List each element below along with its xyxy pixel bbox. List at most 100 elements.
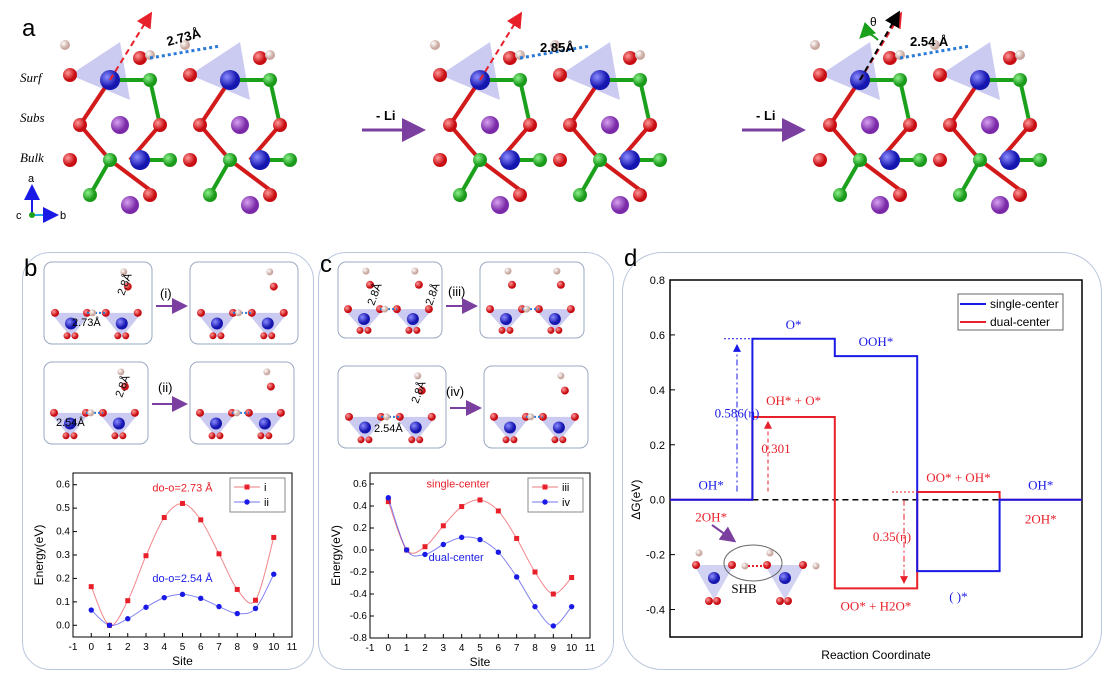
legend-label: iv — [562, 497, 570, 509]
oxygen-atom — [523, 118, 537, 132]
data-point-iv — [532, 603, 538, 610]
inset-b-distance-2: 2.73Å — [72, 316, 101, 329]
panel-b-insets — [43, 261, 299, 445]
data-point-iv — [403, 547, 410, 553]
dipole-arrow — [479, 11, 523, 81]
data-point-iii — [514, 535, 520, 541]
data-point-iv — [440, 541, 447, 548]
oxygen-atom — [133, 308, 142, 317]
structure-2 — [430, 11, 667, 214]
dipole-arrow — [109, 11, 153, 81]
bond — [108, 158, 152, 192]
oxygen-atom — [728, 561, 736, 569]
data-point-iv — [385, 495, 392, 501]
oxygen-atom — [433, 153, 447, 167]
coordination-polyhedron — [70, 42, 130, 100]
x-tick-label: 0 — [386, 643, 392, 654]
atom-green — [163, 153, 177, 167]
x-tick-label: 1 — [107, 642, 113, 653]
oxygen-atom — [713, 597, 721, 605]
lithium-atom — [611, 196, 629, 214]
panel-c-frame — [318, 252, 614, 670]
oxygen-atom — [130, 408, 139, 417]
distance-label-3: 2.54 Å — [910, 34, 949, 49]
hydrogen-atom — [504, 267, 512, 275]
oxygen-atom — [123, 282, 132, 291]
oxygen-atom — [1003, 51, 1017, 65]
layer-label-surf: Surf — [20, 70, 44, 85]
hydrogen-atom — [810, 40, 820, 50]
atom-green — [533, 153, 547, 167]
data-point-iii — [550, 591, 556, 597]
inset-c-distance-4: 2.54Å — [374, 422, 403, 435]
data-point-ii — [125, 616, 131, 622]
step-label-iii: (iii) — [448, 284, 465, 299]
oxygen-atom — [133, 51, 147, 65]
lithium-atom — [111, 116, 129, 134]
atom-green — [913, 153, 927, 167]
state-label: 2OH* — [695, 510, 727, 525]
oxygen-atom — [63, 332, 71, 340]
lithium-atom — [491, 196, 509, 214]
data-point-iii — [495, 508, 501, 514]
data-point-ii — [252, 605, 259, 612]
bond — [518, 79, 532, 126]
axis-label-b: b — [60, 210, 66, 222]
hydrogen-atom — [895, 50, 905, 60]
oxygen-atom — [883, 51, 897, 65]
atom-green — [893, 73, 907, 87]
data-point-iv — [550, 623, 557, 629]
state-label: ( )* — [949, 589, 967, 604]
oxygen-atom — [414, 280, 423, 289]
hydrogen-atom — [523, 305, 531, 313]
oxygen-atom — [395, 412, 404, 421]
hydrogen-atom — [235, 309, 243, 317]
hydrogen-atom — [430, 40, 440, 50]
oxygen-atom — [183, 153, 197, 167]
oxygen-atom — [705, 597, 713, 605]
oxygen-atom — [344, 305, 352, 314]
hydrogen-atom — [550, 40, 560, 50]
legend-box — [957, 293, 1064, 331]
oxygen-atom — [413, 326, 421, 334]
oxygen-atom — [486, 305, 494, 314]
legend-marker — [244, 484, 250, 490]
cobalt-atom — [130, 150, 150, 170]
series-line-i — [90, 502, 275, 626]
inset-frame — [43, 261, 153, 345]
data-point-iii — [440, 523, 446, 529]
state-label: O* — [786, 317, 802, 332]
data-point-ii — [106, 622, 113, 628]
cobalt-atom — [409, 421, 422, 434]
oxygen-atom — [196, 408, 204, 417]
lithium-atom — [241, 196, 259, 214]
legend-marker — [542, 499, 548, 505]
y-tick-label: 0.1 — [56, 597, 70, 608]
oxygen-atom — [208, 432, 216, 440]
data-point-i — [180, 500, 185, 506]
atom-green — [203, 188, 217, 202]
series-line-iii — [387, 499, 573, 595]
chart-c: -1 0 1 2 3 4 5 6 7 8 9 10 11 -0.8 -0.6 -0.4 -0.2 0.0 0.2 0.… — [329, 472, 596, 669]
y-tick-label: -0.8 — [350, 633, 368, 644]
oxygen-atom — [408, 436, 416, 444]
oxygen-atom — [153, 118, 167, 132]
x-axis-label: Site — [470, 655, 491, 669]
layer-label-bulk: Bulk — [20, 150, 44, 165]
lithium-atom — [861, 116, 879, 134]
oxygen-atom — [692, 561, 700, 569]
oxygen-atom — [1013, 188, 1027, 202]
oxygen-atom — [427, 412, 436, 421]
shb-label: SHB — [731, 581, 757, 596]
delithiation-label-2: - Li — [756, 108, 776, 123]
chart-annotation: single-center — [427, 478, 490, 490]
lithium-atom — [481, 116, 499, 134]
bond — [1018, 79, 1032, 126]
atom-green — [953, 188, 967, 202]
oxygen-atom — [560, 386, 569, 395]
oxygen-atom — [73, 118, 87, 132]
step-label-i: (i) — [160, 286, 172, 301]
oxygen-atom — [623, 51, 637, 65]
oxygen-atom — [799, 561, 807, 569]
oxygen-atom — [364, 326, 372, 334]
